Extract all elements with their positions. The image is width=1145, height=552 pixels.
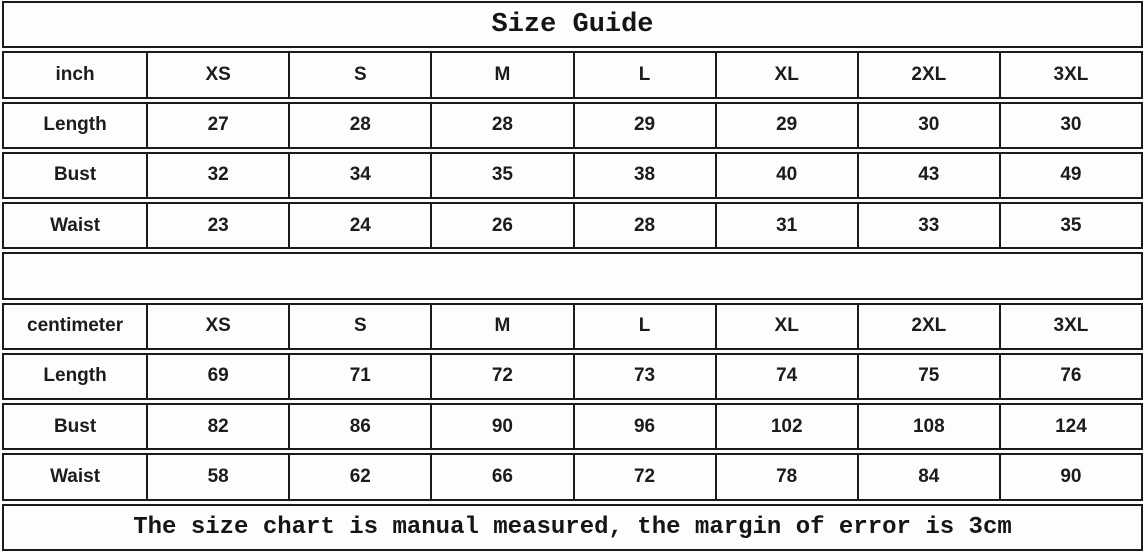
measurement-value: 73 [572, 354, 715, 399]
measurement-value: 28 [288, 103, 430, 147]
measurement-value: 43 [856, 153, 999, 198]
measurement-value: 58 [146, 455, 288, 499]
size-header: XL [714, 53, 857, 97]
measurement-value: 96 [572, 405, 715, 449]
measurement-value: 49 [998, 153, 1141, 198]
measurement-value: 75 [856, 354, 999, 399]
size-header: 2XL [856, 53, 999, 97]
measurement-value: 84 [856, 455, 999, 499]
measurement-label: Bust [53, 164, 97, 186]
measurement-value: 24 [288, 204, 430, 248]
size-header: 3XL [998, 304, 1141, 348]
measurement-value: 72 [572, 455, 715, 499]
measurement-row-waist-inch: Waist 23 24 26 28 31 33 35 [2, 202, 1143, 250]
size-header: XS [146, 304, 288, 348]
measurement-value: 40 [714, 153, 857, 198]
measurement-value: 31 [714, 204, 857, 248]
measurement-value: 32 [146, 153, 288, 198]
size-header: M [430, 53, 572, 97]
measurement-row-length-centimeter: Length 69 71 72 73 74 75 76 [2, 352, 1143, 401]
size-header: L [572, 53, 715, 97]
measurement-row-length-inch: Length 27 28 28 29 29 30 30 [2, 101, 1143, 149]
measurement-row-bust-centimeter: Bust 82 86 90 96 102 108 124 [2, 403, 1143, 451]
measurement-row-waist-centimeter: Waist 58 62 66 72 78 84 90 [2, 453, 1143, 501]
measurement-value: 26 [430, 204, 572, 248]
measurement-value: 108 [856, 405, 999, 449]
measurement-label: Waist [50, 466, 101, 488]
size-header: XS [146, 53, 288, 97]
measurement-value: 62 [288, 455, 430, 499]
size-header: 3XL [998, 53, 1141, 97]
measurement-value: 90 [998, 455, 1141, 499]
note-row: The size chart is manual measured, the m… [2, 503, 1143, 551]
size-header: 2XL [856, 304, 999, 348]
measurement-value: 71 [288, 354, 430, 399]
size-header-row-inch: inch XS S M L XL 2XL 3XL [2, 51, 1143, 99]
size-header: M [430, 304, 572, 348]
measurement-label: Waist [50, 214, 101, 236]
size-header: L [572, 304, 715, 348]
measurement-value: 66 [430, 455, 572, 499]
measurement-value: 30 [856, 103, 999, 147]
title-row: Size Guide [2, 1, 1143, 49]
measurement-value: 78 [714, 455, 857, 499]
measurement-note: The size chart is manual measured, the m… [133, 513, 1012, 541]
measurement-value: 35 [998, 204, 1141, 248]
measurement-value: 86 [288, 405, 430, 449]
size-header: S [288, 304, 430, 348]
spacer-row [2, 252, 1143, 300]
measurement-value: 69 [146, 354, 288, 399]
measurement-value: 102 [714, 405, 857, 449]
measurement-value: 90 [430, 405, 572, 449]
measurement-row-bust-inch: Bust 32 34 35 38 40 43 49 [2, 151, 1143, 200]
measurement-value: 124 [998, 405, 1141, 449]
measurement-value: 29 [714, 103, 857, 147]
measurement-value: 23 [146, 204, 288, 248]
measurement-value: 33 [856, 204, 999, 248]
measurement-label: Length [43, 114, 107, 136]
size-header: XL [714, 304, 857, 348]
unit-label: inch [55, 63, 95, 85]
size-header-row-centimeter: centimeter XS S M L XL 2XL 3XL [2, 302, 1143, 350]
measurement-value: 76 [998, 354, 1141, 399]
measurement-value: 35 [430, 153, 572, 198]
measurement-value: 28 [430, 103, 572, 147]
measurement-value: 82 [146, 405, 288, 449]
measurement-value: 34 [288, 153, 430, 198]
measurement-value: 28 [572, 204, 715, 248]
measurement-value: 74 [714, 354, 857, 399]
size-guide-title: Size Guide [491, 9, 654, 40]
measurement-label: Bust [53, 415, 97, 437]
measurement-label: Length [43, 365, 107, 387]
measurement-value: 72 [430, 354, 572, 399]
measurement-value: 27 [146, 103, 288, 147]
measurement-value: 30 [998, 103, 1141, 147]
unit-label: centimeter [27, 315, 124, 337]
size-header: S [288, 53, 430, 97]
measurement-value: 29 [572, 103, 715, 147]
measurement-value: 38 [572, 153, 715, 198]
